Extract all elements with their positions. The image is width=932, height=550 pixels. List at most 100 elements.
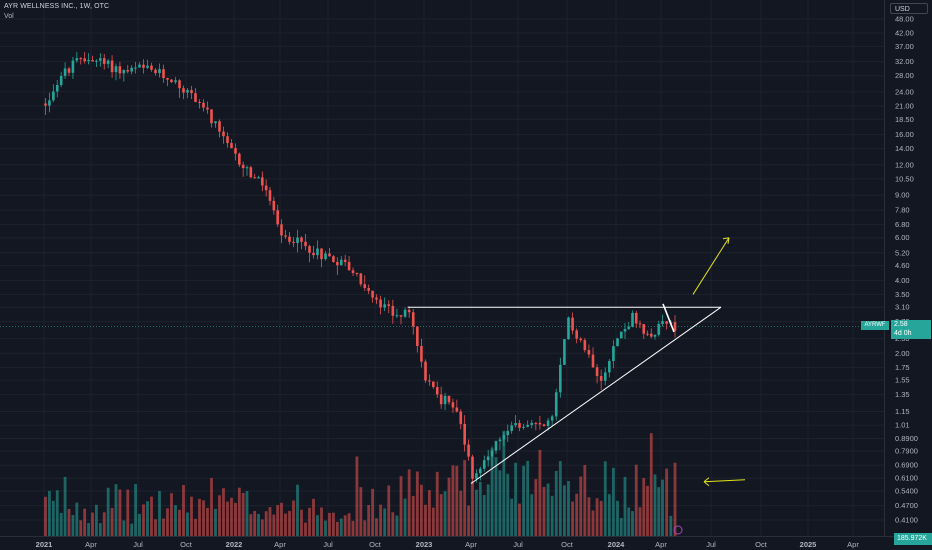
candle [646,330,649,337]
volume-bar [383,508,387,536]
candle-body [642,324,646,334]
volume-bar [583,465,587,536]
candle-body [514,423,517,426]
candle [383,297,386,312]
volume-bar [603,461,607,536]
candle [673,315,677,338]
candle-body [67,68,71,73]
symbol-title[interactable]: AYR WELLNESS INC., 1W, OTC [4,3,110,10]
candle [55,80,59,98]
volume-legend-label[interactable]: Vol [4,13,14,20]
candle-body [308,246,311,253]
volume-bar [194,518,197,536]
volume-bar [87,523,90,536]
volume-bar [665,468,669,536]
candle [249,165,253,179]
volume-bar [439,494,443,536]
candle-body [498,439,502,442]
candle [253,173,256,179]
volume-bar [328,512,331,536]
candle [502,431,506,447]
candle [138,62,141,68]
candle [455,399,459,413]
candle [198,99,201,109]
y-tick-label: 9.00 [895,191,910,200]
candle-body [403,309,407,317]
last-volume-badge: 185.972K [894,533,932,545]
candle-body [506,430,510,436]
y-tick-label: 21.00 [895,101,914,110]
candle [534,422,538,431]
volume-bar [431,507,435,536]
candle-body [649,333,653,337]
candle [288,232,291,245]
volume-bar [249,514,253,536]
volume-bar [166,508,169,536]
volume-bar [300,509,303,536]
candle [554,388,558,421]
candle-body [138,64,141,68]
candle-body [447,395,451,403]
volume-bar [174,505,177,536]
y-tick-label: 0.8900 [895,434,918,443]
candle-body [459,411,463,424]
y-tick-label: 16.00 [895,130,914,139]
volume-bar [222,488,225,536]
y-tick-label: 0.6100 [895,474,918,483]
candle-body [222,131,225,137]
volume-bar [98,523,102,536]
candle [261,171,264,192]
volume-bar [550,495,554,536]
candle [210,109,213,128]
volume-bar [395,515,399,536]
candle [48,92,51,113]
y-tick-label: 12.00 [895,160,914,169]
candle-body [646,333,649,335]
volume-bar [428,490,431,536]
candle [514,415,517,428]
x-axis: 2021 Apr Jul Oct 2022 Apr Jul Oct 2023 Apr Jul Oct 2… [0,536,932,549]
candle [75,52,79,63]
candle [114,63,118,81]
volume-bar [631,511,634,536]
candle [506,424,510,442]
last-price-value: 2.58 [894,321,908,328]
grid [0,0,884,536]
candle [214,120,217,128]
volume-bar [218,495,221,536]
y-tick-label: 10.50 [895,174,914,183]
x-tick-label: Apr [465,540,477,549]
candle [272,196,276,215]
candle-body [343,259,347,262]
volume-bar [138,513,141,536]
y-tick-label: 1.55 [895,376,910,385]
volume-bar [214,508,217,536]
volume-bar [420,484,423,536]
candle [439,386,443,409]
candle [182,85,185,100]
volume-bar [591,510,595,536]
volume-bar [498,470,502,536]
y-tick-label: 42.00 [895,29,914,38]
candle-body [608,361,611,373]
candle-body [230,143,233,149]
volume-bar [114,484,118,536]
x-tick-label: Oct [180,540,193,549]
currency-selector[interactable]: USD [890,3,928,14]
candle-body [79,58,83,60]
candle-body [375,297,378,300]
candle [122,69,126,82]
volume-bar [198,498,201,536]
x-tick-label: Jul [323,540,333,549]
candle [571,312,574,335]
candle [63,62,67,79]
volume-bar [558,461,562,536]
y-tick-label: 2.00 [895,349,910,358]
candle-body [595,367,599,377]
volume-bar [459,490,463,536]
candle [627,321,631,331]
candle-body [336,261,339,266]
candle [603,367,607,386]
candle [467,439,470,461]
